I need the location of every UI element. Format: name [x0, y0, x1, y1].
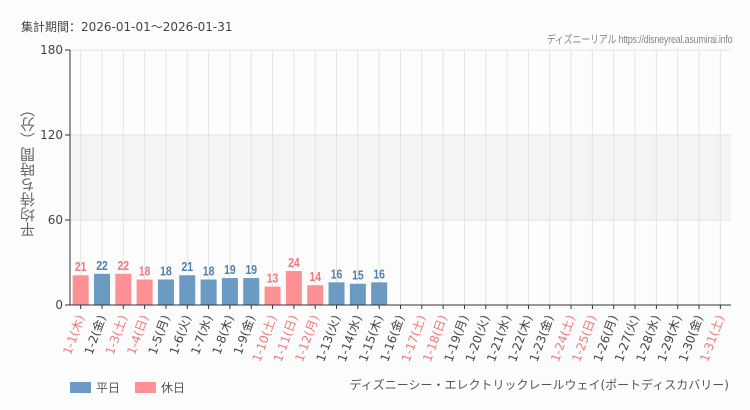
legend-item-weekday: 平日: [70, 379, 120, 396]
bar-value-label: 19: [245, 263, 257, 277]
bar[interactable]: [115, 273, 132, 305]
bar[interactable]: [328, 282, 345, 305]
bar-value-label: 24: [288, 256, 300, 270]
bar[interactable]: [136, 279, 153, 306]
bar[interactable]: [349, 283, 366, 305]
bar[interactable]: [179, 275, 196, 305]
bar[interactable]: [157, 279, 174, 306]
bar-value-label: 15: [352, 269, 364, 283]
weekday-swatch: [70, 382, 91, 393]
bar-value-label: 13: [267, 272, 279, 286]
period-label: 集計期間：2026-01-01～2026-01-31: [21, 20, 233, 34]
bar[interactable]: [285, 271, 302, 305]
bar-value-label: 18: [160, 264, 172, 278]
attraction-name: ディズニーシー・エレクトリックレールウェイ(ポートディスカバリー): [349, 378, 729, 392]
legend-label-weekday: 平日: [96, 381, 121, 395]
bar-value-label: 14: [309, 270, 321, 284]
bar-value-label: 19: [224, 263, 236, 277]
bar[interactable]: [93, 273, 110, 305]
bar-value-label: 21: [75, 260, 87, 274]
bar-value-label: 22: [96, 259, 108, 273]
bar-value-label: 21: [181, 260, 193, 274]
bar-value-label: 22: [118, 259, 130, 273]
bar[interactable]: [200, 279, 217, 306]
y-tick-label: 120: [40, 128, 63, 142]
bar-value-label: 16: [373, 267, 385, 281]
bar[interactable]: [72, 275, 89, 305]
bar-value-label: 16: [331, 267, 343, 281]
bar[interactable]: [243, 278, 260, 305]
bar[interactable]: [264, 286, 281, 305]
bar-value-label: 18: [203, 264, 215, 278]
bar[interactable]: [307, 285, 324, 305]
bar-value-label: 18: [139, 264, 151, 278]
y-tick-label: 180: [40, 43, 63, 57]
site-credit: ディズニーリアル https://disneyreal.asumirai.inf…: [546, 34, 732, 46]
bar[interactable]: [371, 282, 388, 305]
y-tick-label: 0: [55, 298, 63, 312]
legend-label-holiday: 休日: [161, 381, 186, 395]
legend: 平日 休日: [70, 379, 200, 396]
y-tick-label: 60: [48, 213, 63, 227]
legend-item-holiday: 休日: [135, 379, 185, 396]
holiday-swatch: [135, 382, 157, 393]
bar[interactable]: [221, 278, 238, 305]
